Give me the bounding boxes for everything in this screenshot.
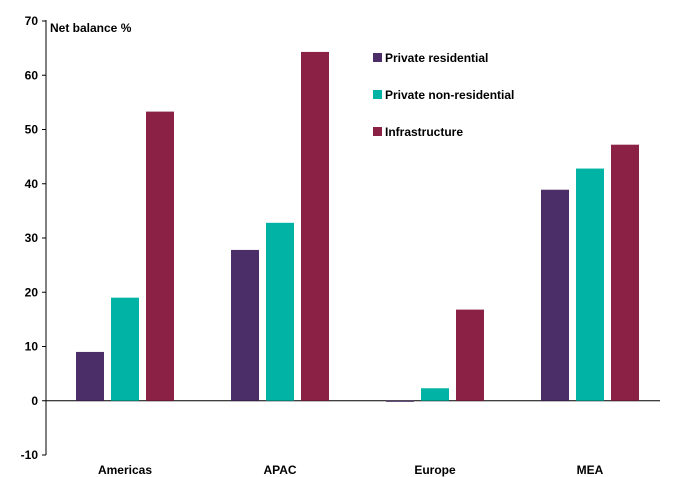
y-tick-label: 30 — [25, 231, 39, 245]
y-tick-label: 60 — [25, 68, 39, 82]
y-tick-label: 10 — [25, 340, 39, 354]
legend-swatch — [373, 53, 382, 62]
bar — [266, 222, 294, 401]
bar — [111, 297, 139, 401]
bar — [611, 144, 639, 401]
y-tick-label: -10 — [21, 448, 39, 462]
bar — [576, 168, 604, 401]
y-tick-label: 40 — [25, 177, 39, 191]
legend-swatch — [373, 127, 382, 136]
bar — [231, 249, 259, 401]
bar — [541, 189, 569, 401]
category-label: Americas — [98, 463, 152, 477]
y-axis-label: Net balance % — [50, 21, 132, 35]
bars — [76, 51, 639, 402]
bar — [456, 309, 484, 401]
legend-label: Infrastructure — [385, 125, 463, 139]
y-tick-label: 70 — [25, 14, 39, 28]
legend: Private residential Private non-residenti… — [373, 51, 514, 139]
y-tick-label: 0 — [31, 394, 38, 408]
legend-label: Private non-residential — [385, 88, 514, 102]
legend-swatch — [373, 90, 382, 99]
y-tick-label: 50 — [25, 123, 39, 137]
category-label: Europe — [414, 463, 456, 477]
category-label: MEA — [577, 463, 604, 477]
category-labels: Americas APAC Europe MEA — [98, 463, 604, 477]
category-label: APAC — [263, 463, 296, 477]
y-tick-label: 20 — [25, 285, 39, 299]
legend-label: Private residential — [385, 51, 488, 65]
bar — [386, 400, 414, 402]
bar — [76, 351, 104, 401]
bar — [301, 51, 329, 401]
y-ticks: -10 0 10 20 30 40 50 60 70 — [21, 14, 46, 462]
bar — [421, 388, 449, 401]
bar — [146, 111, 174, 401]
